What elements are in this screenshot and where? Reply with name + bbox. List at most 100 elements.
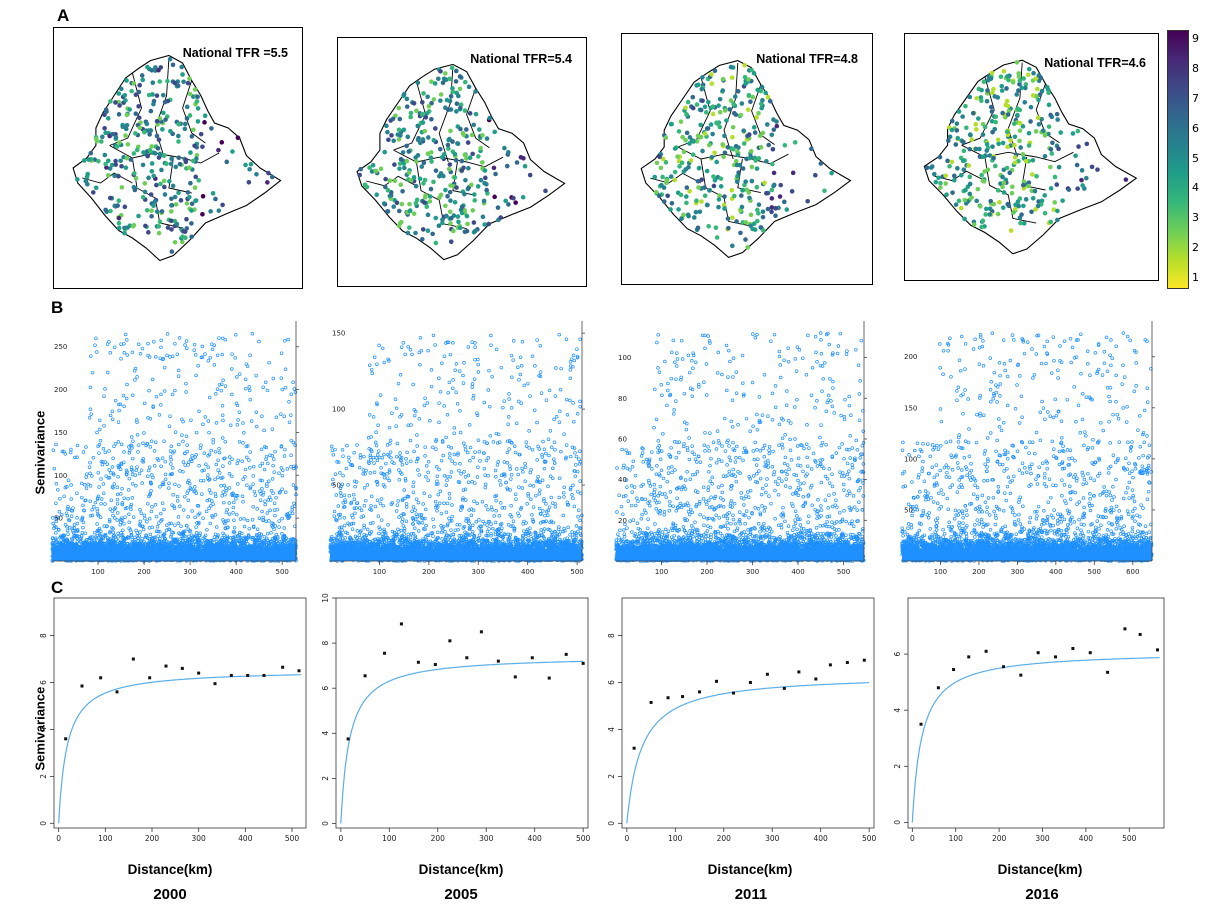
cluster-point [160,127,165,132]
semivariance-point [257,339,261,344]
semivariance-point [251,525,256,529]
semivariance-point [107,476,112,480]
semivariance-point [232,500,236,505]
cluster-point [696,165,702,171]
cluster-point [104,165,109,170]
region-boundary [751,84,775,145]
semivariance-point [52,526,56,530]
semivariance-point [162,534,166,538]
cluster-point [462,79,468,85]
semivariance-point [143,516,147,521]
cluster-point [763,90,768,96]
cluster-point [110,131,115,137]
semivariance-point [283,385,288,390]
cluster-point [980,218,986,224]
semivariance-point [222,537,226,542]
cluster-point [989,119,995,124]
cluster-point [422,195,428,200]
cluster-point [387,178,393,184]
cluster-point [156,137,162,143]
semivariance-point [75,516,79,520]
semivariance-point [222,533,226,537]
semivariance-point [82,543,87,548]
semivariance-point [263,444,267,449]
cluster-point [961,139,966,145]
cluster-point [447,209,453,215]
cluster-point [748,148,754,154]
cluster-point [156,230,162,236]
cluster-point [740,187,746,193]
cluster-point [381,201,387,206]
semivariance-point [128,504,133,509]
semivariance-point [208,521,213,526]
cluster-point [169,196,174,202]
cluster-point [167,56,173,62]
semivariance-point [273,536,277,541]
cluster-point [269,174,275,180]
cluster-point [133,175,139,181]
semivariance-point [82,508,86,512]
semivariance-point [142,540,146,544]
semivariance-point [263,499,267,503]
cluster-point [1080,183,1085,188]
semivariance-point [110,417,115,421]
cluster-point [752,227,758,232]
cluster-point [699,86,705,92]
semivariance-point [60,512,64,517]
cluster-point [730,134,735,140]
cluster-point [756,202,762,208]
semivariance-point [172,506,177,511]
cluster-point [441,152,447,157]
cluster-point [996,141,1001,147]
semivariance-point [206,476,210,480]
cluster-point [725,144,731,150]
cluster-point [200,194,206,199]
cluster-point [1013,206,1018,212]
cluster-point [149,161,155,166]
semivariance-point [222,456,226,461]
cluster-point [462,191,467,197]
cluster-point [452,199,458,205]
cluster-point [478,145,483,151]
cluster-point [132,187,138,193]
cluster-point [457,86,463,92]
cluster-point [764,190,769,196]
cluster-point [1073,153,1078,159]
cluster-point [170,62,176,68]
cluster-point [1039,116,1044,122]
semivariance-point [216,475,220,479]
cluster-point [1044,84,1050,90]
cluster-point [1021,76,1026,81]
cluster-point [452,175,458,180]
cluster-point [383,184,388,190]
cluster-point [769,132,775,138]
cluster-point [125,142,131,147]
cluster-point [127,107,133,112]
semivariance-point [232,493,236,498]
cluster-point [109,162,115,168]
cluster-point [652,174,658,180]
cluster-point [461,132,467,138]
cluster-point [148,128,154,133]
cluster-point [419,236,425,242]
semivariance-point [170,503,174,507]
cluster-point [401,91,407,97]
cluster-point [984,148,990,153]
semivariance-point [290,511,295,516]
cluster-point [161,110,166,116]
cluster-point [154,182,159,188]
cluster-point [480,133,485,138]
semivariance-point [186,488,191,493]
cluster-point [394,200,400,206]
map-svg-2016 [923,59,1138,255]
semivariance-point [180,536,185,541]
cluster-point [448,183,453,188]
cluster-point [1070,131,1076,136]
cluster-point [506,149,511,155]
cluster-point [123,165,129,171]
cluster-point [450,86,455,91]
semivariance-point [280,532,284,536]
cluster-point [392,162,397,167]
cluster-point [1012,134,1018,140]
semivariance-point [257,516,262,520]
